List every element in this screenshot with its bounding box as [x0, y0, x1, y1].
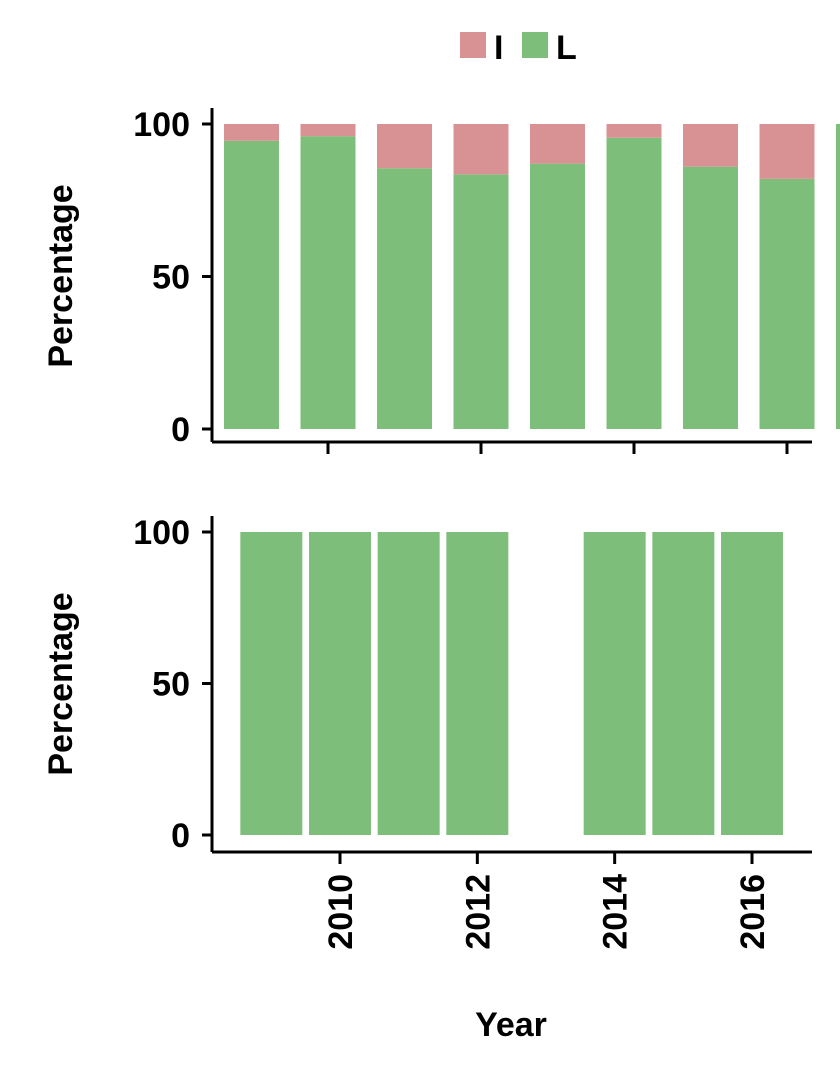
bottom-y-tick-label: 0 — [171, 817, 190, 855]
top-bar-I-2013 — [530, 124, 585, 164]
top-bar-L-2011 — [377, 168, 432, 429]
bottom-y-tick-label: 100 — [133, 514, 190, 552]
top-bar-I-2015 — [683, 124, 738, 167]
bottom-bar-L-2010 — [309, 532, 371, 835]
top-bar-I-2012 — [453, 124, 509, 175]
top-y-tick-label: 0 — [171, 411, 190, 449]
legend-label-L: L — [556, 29, 577, 67]
bottom-bar-L-2016 — [721, 532, 783, 835]
legend-swatch-I — [460, 32, 486, 58]
bottom-x-tick-label: 2016 — [734, 874, 772, 950]
top-bar-I-2010 — [300, 124, 356, 137]
bottom-bar-L-2015 — [652, 532, 715, 835]
bottom-bar-L-2012 — [446, 532, 509, 835]
top-bar-L-2014 — [606, 137, 662, 429]
x-axis-title: Year — [475, 1006, 547, 1044]
bottom-y-tick-label: 50 — [152, 666, 190, 704]
bottom-x-tick-label: 2014 — [597, 874, 635, 950]
top-y-tick-label: 100 — [133, 106, 190, 144]
top-bar-I-2009 — [224, 124, 279, 141]
top-bar-L-2013 — [530, 163, 585, 429]
top-y-tick-label: 50 — [152, 259, 190, 297]
legend-swatch-L — [522, 32, 548, 58]
bottom-x-tick-label: 2010 — [322, 874, 360, 950]
bottom-bar-L-2009 — [240, 532, 303, 835]
top-bar-I-2016 — [759, 124, 815, 179]
top-bar-L-2016 — [759, 178, 815, 429]
top-bar-L-2015 — [683, 166, 738, 429]
top-y-axis-title: Percentage — [42, 184, 80, 367]
top-bar-L-2009 — [224, 140, 279, 429]
top-bar-L-2012 — [453, 174, 509, 429]
top-bar-L-2010 — [300, 136, 356, 429]
top-bar-I-2014 — [606, 124, 662, 138]
top-panel: 0 50 100 Percentage — [42, 106, 840, 454]
legend-label-I: I — [494, 29, 503, 67]
bottom-bar-L-2011 — [377, 532, 440, 835]
bottom-x-tick-label: 2012 — [459, 874, 497, 950]
bottom-panel: 0 50 100 Percentage 2010 2012 2014 2016 — [42, 514, 812, 950]
top-bar-L-2017 — [836, 124, 840, 429]
top-bar-I-2011 — [377, 124, 432, 169]
bottom-y-axis-title: Percentage — [42, 592, 80, 775]
bottom-bar-L-2014 — [583, 532, 646, 835]
